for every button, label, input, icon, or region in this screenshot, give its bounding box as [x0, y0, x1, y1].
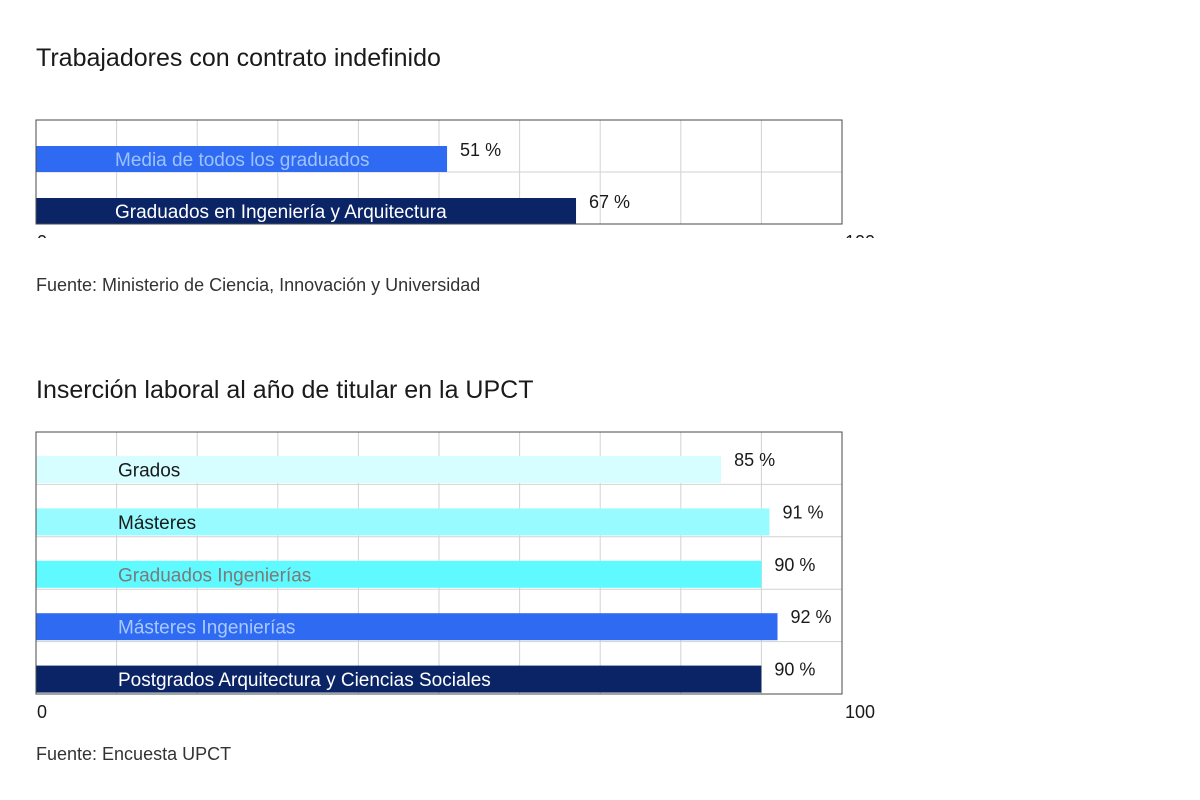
chart1-category-label: Graduados en Ingeniería y Arquitectura: [115, 202, 447, 223]
chart2-value-label: 91 %: [782, 502, 823, 522]
chart2-plot: Grados 85 % Másteres 91 % Graduados Ingenier…: [35, 431, 875, 722]
chart2-x-tick-label: 100: [845, 702, 875, 722]
chart2-category-label: Grados: [118, 461, 180, 482]
chart2-frame: [35, 431, 843, 695]
chart2-value-label: 85 %: [734, 450, 775, 470]
chart2-bar: [36, 508, 770, 536]
chart1-bar: [36, 146, 448, 172]
chart2-category-label: Másteres: [118, 513, 196, 534]
chart1-value-label: 51 %: [460, 140, 501, 160]
chart1-plot: Media de todos los graduados 51 % Graduado…: [35, 119, 875, 238]
chart2-value-label: 90 %: [774, 660, 815, 680]
chart1-category-label: Media de todos los graduados: [115, 150, 370, 171]
chart2-bar: [36, 456, 722, 483]
chart1-x-tick-label: 0: [37, 232, 47, 238]
chart2-value-label: 92 %: [791, 607, 832, 627]
chart2-bar: [36, 665, 762, 693]
chart2-category-label: Másteres Ingenierías: [118, 618, 295, 639]
chart1-bar: [36, 198, 577, 224]
chart2-bar: [36, 560, 762, 588]
chart1-title: Trabajadores con contrato indefinido: [36, 44, 441, 72]
chart2-x-tick-label: 0: [37, 702, 47, 722]
chart2-source: Fuente: Encuesta UPCT: [36, 744, 232, 764]
chart2-bar: [36, 613, 778, 641]
chart1-x-tick-label: 100: [845, 232, 875, 238]
chart2-category-label: Graduados Ingenierías: [118, 565, 311, 586]
chart1-source: Fuente: Ministerio de Ciencia, Innovació…: [36, 275, 481, 295]
chart2-title: Inserción laboral al año de titular en l…: [36, 376, 534, 404]
chart1-value-label: 67 %: [589, 192, 630, 212]
chart2-category-label: Postgrados Arquitectura y Ciencias Socia…: [118, 670, 491, 691]
chart1-frame: [35, 119, 843, 225]
chart2-value-label: 90 %: [774, 555, 815, 575]
